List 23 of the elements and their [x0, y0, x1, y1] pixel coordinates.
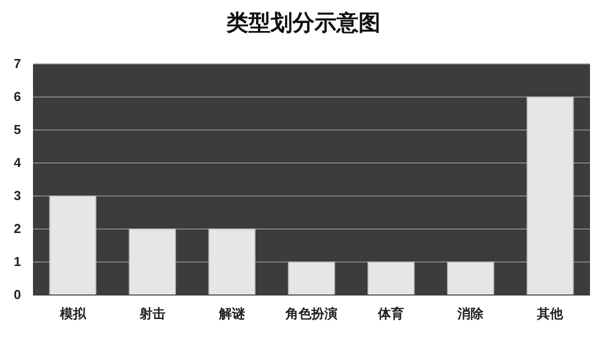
y-tick-label: 0 — [14, 287, 21, 302]
x-tick-label: 射击 — [138, 306, 166, 322]
x-tick-label: 角色扮演 — [284, 306, 338, 322]
x-tick-label: 其他 — [536, 306, 564, 322]
bar — [49, 196, 96, 296]
y-tick-label: 5 — [14, 122, 21, 138]
bar — [208, 228, 256, 296]
bar — [447, 262, 494, 296]
chart-title: 类型划分示意图 — [226, 11, 380, 36]
y-tick-label: 4 — [14, 155, 22, 170]
x-tick-label: 体育 — [377, 306, 404, 322]
y-tick-label: 7 — [14, 56, 21, 72]
bar — [128, 228, 176, 296]
x-tick-label: 消除 — [456, 306, 485, 322]
bar — [367, 262, 415, 296]
y-tick-label: 2 — [14, 221, 21, 236]
x-tick-label: 解谜 — [218, 306, 245, 322]
y-tick-label: 1 — [14, 254, 21, 270]
y-tick-label: 3 — [14, 188, 21, 204]
bar — [288, 262, 336, 296]
x-tick-label: 模拟 — [58, 306, 87, 322]
bar — [526, 96, 574, 296]
y-tick-label: 6 — [14, 89, 21, 104]
